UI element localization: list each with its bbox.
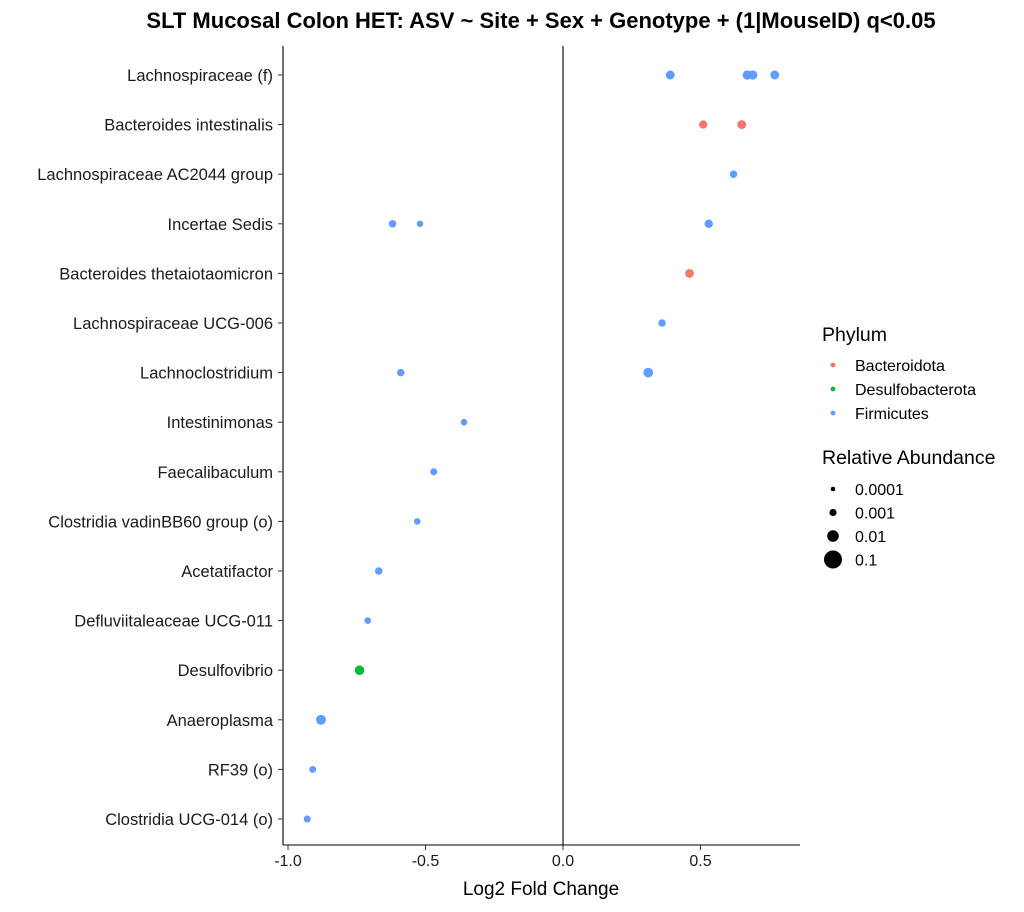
data-point [729, 170, 738, 178]
y-tick-label: Desulfovibrio [178, 662, 273, 680]
legend-size-label: 0.01 [855, 529, 886, 546]
legend-size-label: 0.001 [855, 506, 895, 523]
y-tick-label: Intestinimonas [167, 414, 273, 432]
plot-area [282, 46, 800, 846]
y-tick-label: Lachnospiraceae AC2044 group [37, 166, 273, 184]
x-tick-label: -0.5 [412, 853, 440, 870]
data-point [388, 220, 397, 228]
data-point [354, 665, 365, 675]
y-tick-label: Bacteroides thetaiotaomicron [59, 265, 273, 283]
data-point [685, 268, 694, 278]
legend-size-key [829, 508, 837, 517]
legend-color-entries: Bacteroidota Desulfobacterota Firmicutes [830, 358, 976, 423]
legend-size-entries: 0.0001 0.001 0.01 0.1 [824, 482, 904, 570]
data-point [309, 765, 317, 773]
x-axis-ticks: -1.0 -0.5 0.0 0.5 [274, 845, 712, 870]
data-point [658, 319, 666, 327]
data-point [303, 815, 311, 823]
y-tick-label: Incertae Sedis [168, 216, 273, 234]
legend-size-key [830, 486, 836, 492]
legend-abundance-title: Relative Abundance [822, 447, 995, 469]
y-tick-label: Lachnospiraceae UCG-006 [73, 315, 273, 333]
legend-color-label: Desulfobacterota [855, 382, 976, 399]
x-axis-label: Log2 Fold Change [463, 879, 619, 900]
data-point [413, 518, 421, 525]
y-axis-ticks: Lachnospiraceae (f) Bacteroides intestina… [37, 67, 283, 829]
legend-color-key [830, 362, 836, 368]
legend-phylum-title: Phylum [822, 324, 887, 346]
x-tick-label: 0.5 [689, 853, 711, 870]
y-tick-label: Clostridia vadinBB60 group (o) [48, 513, 273, 531]
legend-color-key [830, 386, 836, 392]
data-point [316, 714, 326, 725]
data-point [643, 367, 654, 378]
legend-size-key [824, 550, 842, 569]
y-tick-label: Lachnoclostridium [140, 365, 273, 383]
x-tick-label: 0.0 [552, 853, 574, 870]
data-point [364, 617, 372, 624]
y-tick-label: Lachnospiraceae (f) [127, 67, 273, 85]
y-tick-label: RF39 (o) [208, 761, 273, 779]
legend-size-label: 0.0001 [855, 482, 904, 499]
y-tick-label: Faecalibaculum [157, 464, 273, 482]
y-tick-label: Defluviitaleaceae UCG-011 [74, 613, 273, 631]
data-point [770, 70, 780, 80]
legend-color-label: Bacteroidota [855, 358, 945, 375]
legend-color-label: Firmicutes [855, 406, 929, 423]
data-point [397, 368, 405, 377]
data-point [416, 220, 424, 228]
y-tick-label: Clostridia UCG-014 (o) [105, 811, 273, 829]
legend-size-key [827, 530, 839, 542]
legend-size-label: 0.1 [855, 553, 877, 570]
legend: Phylum Bacteroidota Desulfobacterota Firmi… [822, 324, 995, 570]
y-tick-label: Bacteroides intestinalis [104, 117, 273, 135]
data-point [430, 468, 438, 476]
data-point [704, 219, 713, 228]
legend-color-key [830, 410, 836, 416]
data-point [737, 120, 747, 130]
chart-title: SLT Mucosal Colon HET: ASV ~ Site + Sex … [146, 8, 935, 33]
data-point [748, 70, 758, 80]
y-tick-label: Anaeroplasma [167, 712, 274, 730]
data-point [699, 120, 708, 129]
data-point [665, 70, 675, 80]
data-point [375, 567, 383, 575]
y-tick-label: Acetatifactor [181, 563, 273, 581]
x-tick-label: -1.0 [274, 853, 302, 870]
data-point [460, 418, 468, 426]
data-points [303, 70, 780, 823]
